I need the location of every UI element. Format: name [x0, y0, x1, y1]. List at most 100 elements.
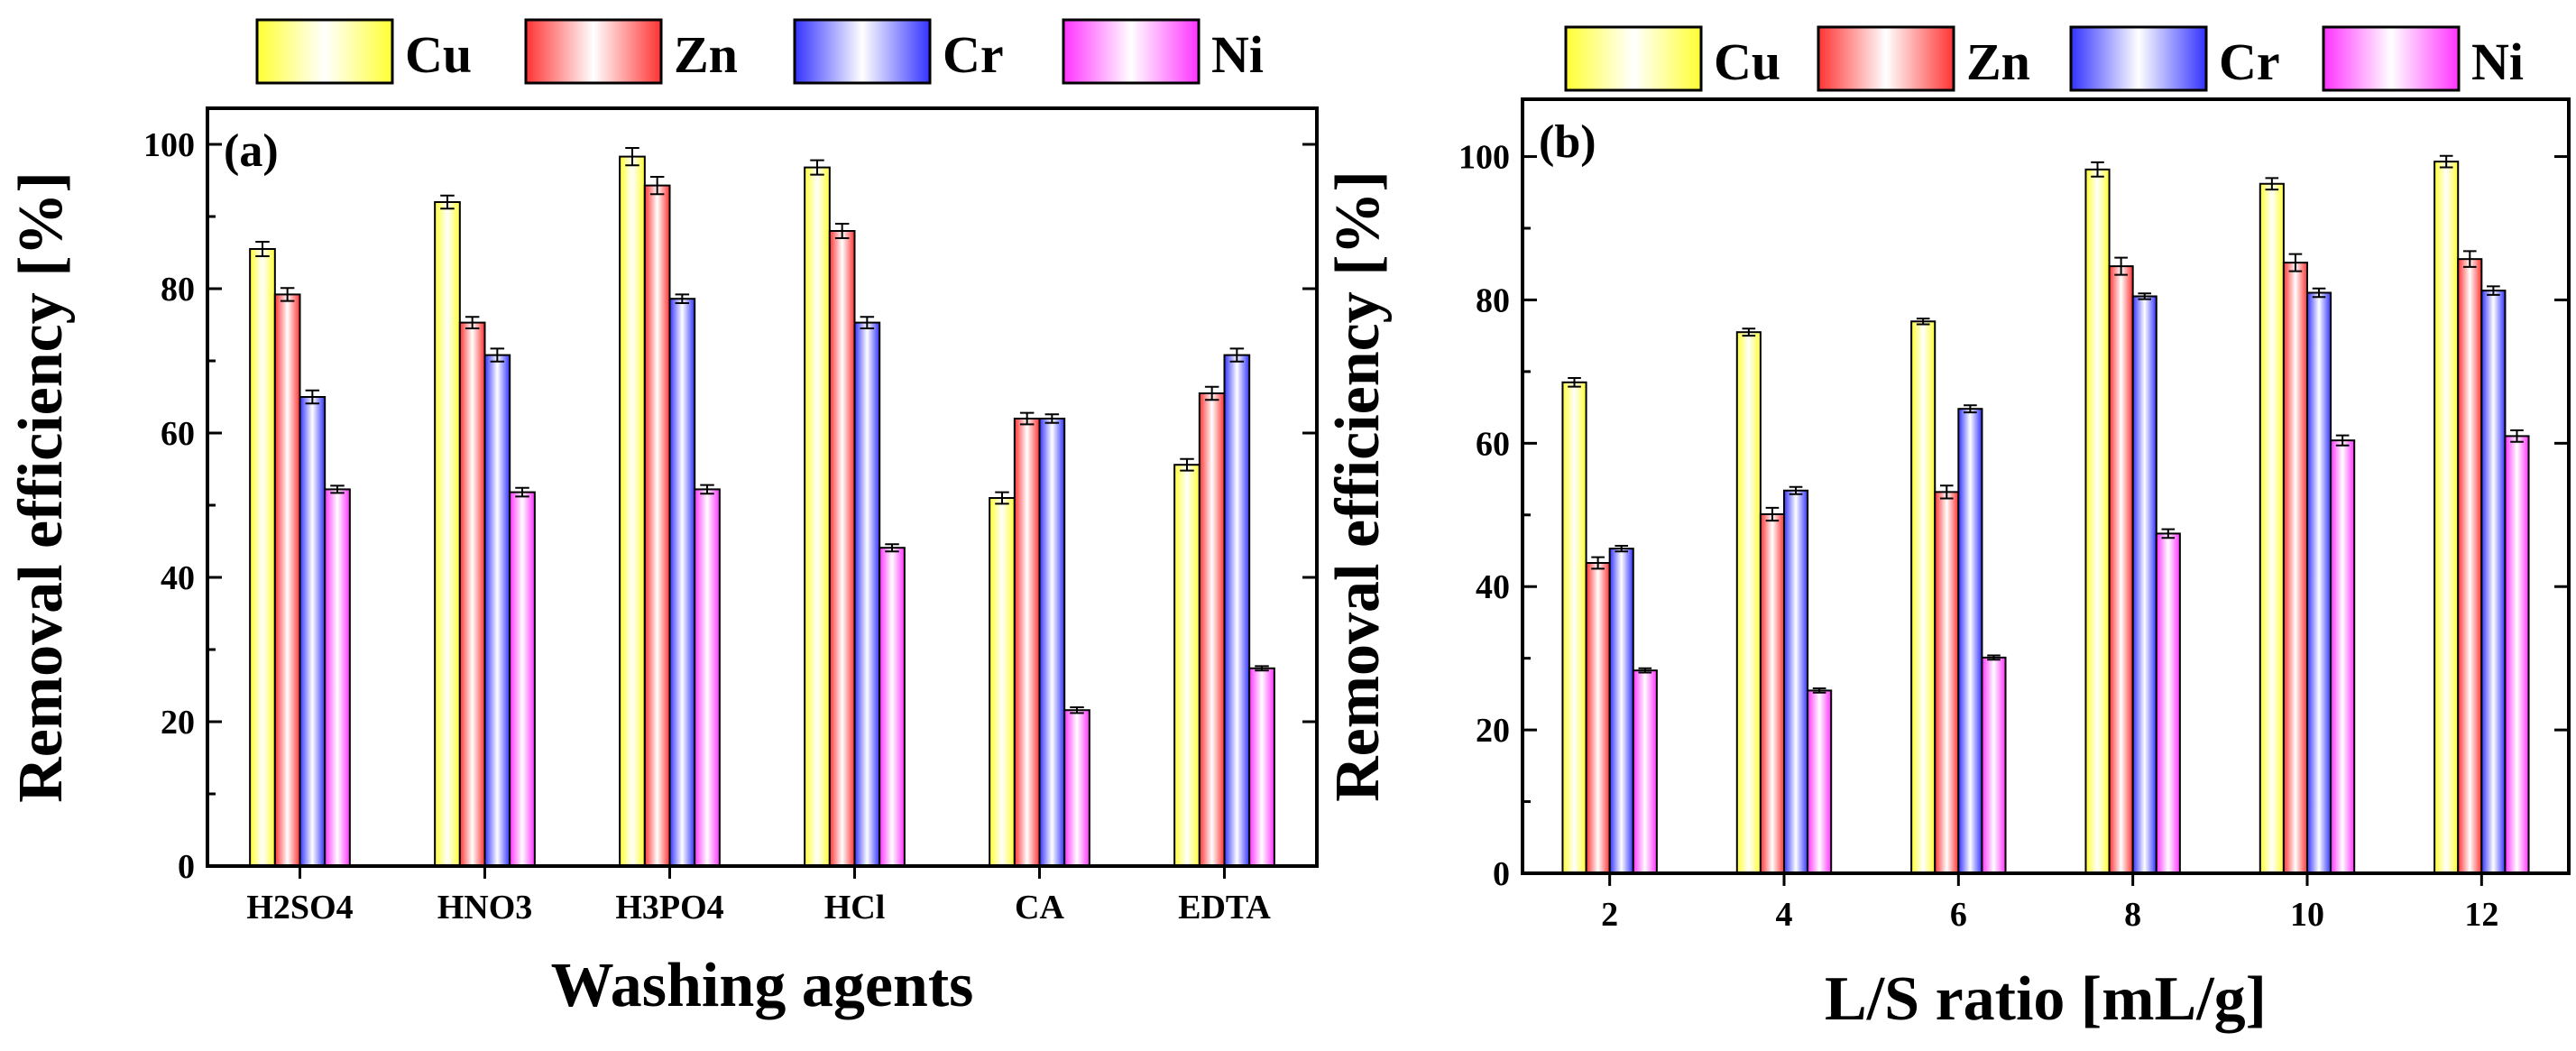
- x-tick-label-10: 10: [2290, 896, 2324, 934]
- legend-label-ni: Ni: [2471, 32, 2524, 91]
- y-tick-label: 40: [161, 559, 195, 597]
- legend-swatch-cu: [255, 18, 394, 85]
- bar-cu-hno3: [434, 201, 461, 867]
- bar-ni-12: [2504, 435, 2530, 874]
- error-bar-zn-4: [1765, 506, 1780, 522]
- error-bar-cr-hcl: [860, 316, 875, 329]
- plot-frame: [1521, 97, 2571, 875]
- bar-zn-edta: [1198, 392, 1226, 867]
- error-bar-zn-h2so4: [280, 287, 295, 302]
- y-tick-label: 80: [1476, 281, 1510, 319]
- x-tick-label-h2so4: H2SO4: [246, 889, 353, 927]
- bar-cu-ca: [989, 497, 1016, 867]
- error-bar-cu-ca: [995, 491, 1009, 505]
- legend-swatch-zn: [1817, 25, 1955, 92]
- y-axis-title: Removal efficiency [%]: [6, 171, 76, 803]
- y-tick-label: 60: [161, 415, 195, 453]
- error-bar-cu-2: [1568, 377, 1581, 388]
- error-bar-cr-4: [1789, 485, 1803, 495]
- legend-label-cu: Cu: [405, 25, 472, 84]
- bar-cr-edta: [1223, 354, 1251, 868]
- bar-cr-2: [1608, 548, 1634, 874]
- error-bar-ni-h3po4: [700, 484, 714, 495]
- error-bar-cu-edta: [1180, 457, 1194, 472]
- error-bar-cu-12: [2439, 154, 2453, 169]
- error-bar-zn-hno3: [465, 316, 480, 329]
- y-tick-label: 80: [161, 271, 195, 309]
- bar-cu-6: [1910, 320, 1937, 874]
- x-tick-label-8: 8: [2124, 896, 2141, 934]
- bar-cr-hno3: [483, 354, 511, 868]
- bar-cr-hcl: [853, 321, 881, 868]
- bar-cr-10: [2306, 291, 2332, 874]
- error-bar-cu-4: [1742, 327, 1756, 337]
- bar-zn-6: [1934, 491, 1960, 874]
- y-tick-label: 20: [1476, 712, 1510, 750]
- x-tick-label-h3po4: H3PO4: [615, 889, 723, 927]
- error-bar-ni-h2so4: [330, 484, 345, 494]
- legend-label-zn: Zn: [674, 25, 738, 84]
- error-bar-cr-10: [2312, 287, 2326, 299]
- error-bar-zn-ca: [1019, 411, 1035, 426]
- bar-zn-h2so4: [273, 293, 301, 867]
- bar-ni-10: [2330, 439, 2356, 874]
- legend-label-cu: Cu: [1714, 32, 1780, 91]
- y-tick-label: 60: [1476, 425, 1510, 463]
- error-bar-zn-10: [2288, 253, 2303, 272]
- bars: [1561, 154, 2530, 875]
- error-bar-cr-hno3: [490, 347, 505, 363]
- y-tick-label: 100: [1458, 139, 1510, 177]
- bar-ni-4: [1807, 689, 1833, 875]
- x-axis-title: Washing agents: [551, 951, 974, 1020]
- error-bar-cr-edta: [1229, 347, 1245, 363]
- bar-zn-8: [2108, 265, 2134, 875]
- y-tick-label: 40: [1476, 568, 1510, 606]
- legends: Cu Zn Cr Ni Cu Zn Cr Ni: [255, 18, 2524, 92]
- x-tick-label-12: 12: [2464, 896, 2498, 934]
- bar-cr-h3po4: [668, 298, 696, 867]
- x-axis: 2 4 6 8 10 12: [1601, 873, 2498, 934]
- error-bar-cu-hcl: [810, 159, 824, 176]
- bar-zn-4: [1759, 512, 1786, 874]
- error-bar-cr-2: [1615, 544, 1629, 553]
- legend-swatch-zn: [524, 18, 663, 85]
- error-bar-cu-6: [1916, 318, 1930, 326]
- bar-ni-6: [1981, 656, 2007, 874]
- error-bar-cr-8: [2138, 292, 2152, 300]
- legend-swatch-cr: [2069, 25, 2208, 92]
- error-bar-zn-edta: [1204, 385, 1219, 401]
- bar-zn-hcl: [828, 230, 856, 867]
- x-tick-label-4: 4: [1776, 896, 1793, 934]
- bar-cr-h2so4: [299, 396, 327, 867]
- bar-cr-6: [1957, 408, 1983, 874]
- legend-label-zn: Zn: [1966, 32, 2030, 91]
- legend-swatch-ni: [2322, 25, 2461, 92]
- error-bar-cu-hno3: [440, 194, 455, 210]
- bar-cu-2: [1561, 381, 1587, 874]
- error-bar-zn-2: [1591, 556, 1605, 570]
- bar-cr-12: [2480, 290, 2507, 875]
- bar-zn-12: [2457, 258, 2483, 874]
- bar-zn-h3po4: [643, 184, 671, 868]
- error-bar-ni-ca: [1070, 706, 1084, 714]
- error-bar-cu-h3po4: [625, 147, 639, 167]
- plot-frame: [206, 106, 1319, 868]
- bar-ni-ca: [1063, 709, 1090, 868]
- bar-cu-h3po4: [619, 155, 646, 868]
- bar-ni-h3po4: [694, 488, 721, 868]
- panel-label: (a): [224, 125, 279, 177]
- x-tick-label-ca: CA: [1015, 889, 1064, 927]
- bars: [249, 147, 1275, 868]
- error-bar-cr-6: [1964, 404, 1977, 414]
- x-tick-label-6: 6: [1950, 896, 1967, 934]
- error-bar-zn-12: [2462, 250, 2477, 268]
- panel-label: (b): [1539, 116, 1596, 168]
- legend-swatch-cr: [793, 18, 932, 85]
- error-bar-ni-hno3: [515, 486, 529, 498]
- y-axis: 0 20 40 60 80 100: [1458, 139, 2569, 893]
- bar-cu-8: [2084, 168, 2111, 875]
- error-bar-zn-8: [2114, 256, 2128, 276]
- y-axis: 0 20 40 60 80 100: [143, 126, 1317, 886]
